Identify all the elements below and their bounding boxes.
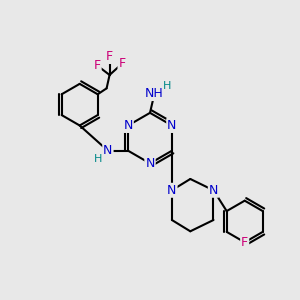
Text: N: N — [145, 157, 155, 170]
Text: N: N — [167, 119, 177, 132]
Text: NH: NH — [145, 87, 164, 100]
Text: N: N — [167, 184, 177, 197]
Text: F: F — [106, 50, 113, 63]
Text: N: N — [209, 184, 218, 197]
Text: F: F — [118, 57, 126, 70]
Text: N: N — [123, 119, 133, 132]
Text: F: F — [241, 236, 248, 249]
Text: H: H — [163, 81, 171, 91]
Text: H: H — [94, 154, 103, 164]
Text: N: N — [103, 144, 112, 157]
Text: F: F — [94, 59, 101, 72]
